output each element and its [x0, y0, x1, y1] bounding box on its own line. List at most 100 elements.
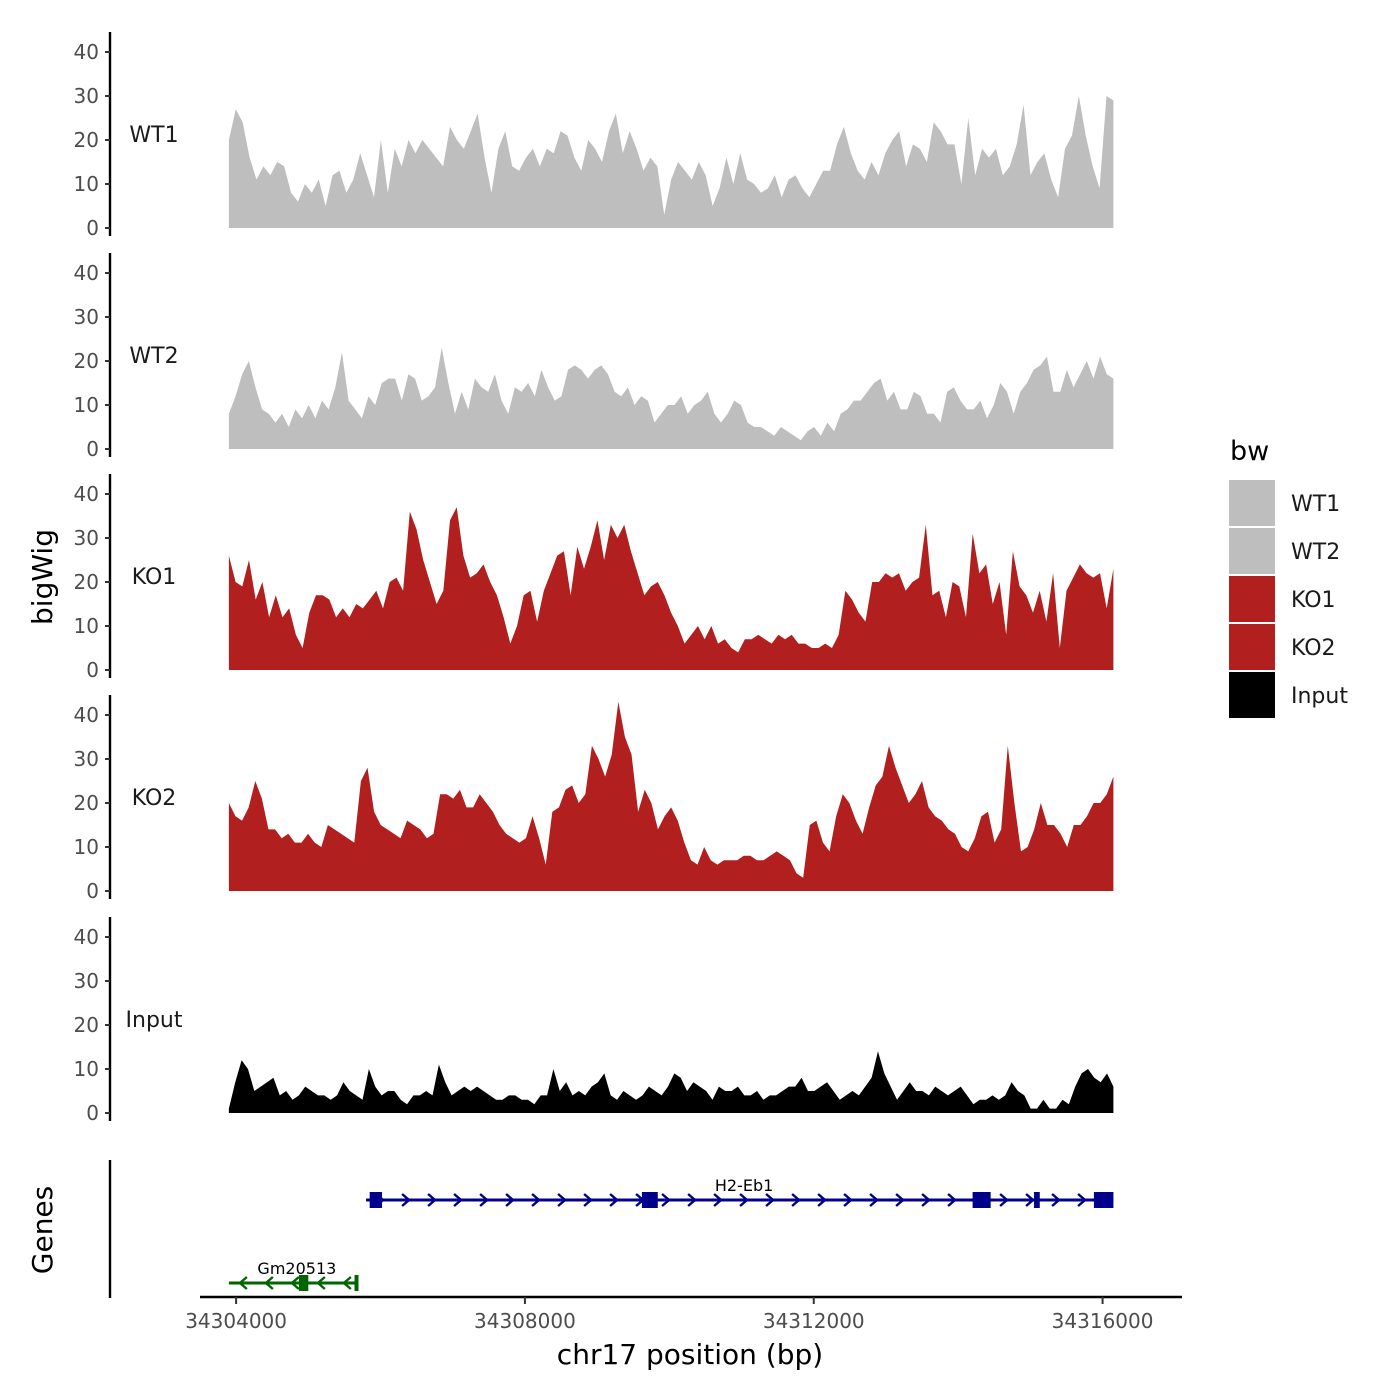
legend-label-wt2: WT2 [1291, 540, 1340, 565]
gene-gm20513: Gm20513 [228, 1259, 359, 1291]
track-ko1: 0 10 20 30 40 KO1 [74, 474, 1114, 682]
track-label-wt1: WT1 [129, 123, 178, 148]
y-tick-label: 0 [86, 1101, 99, 1125]
exon [298, 1275, 309, 1291]
y-tick-label: 30 [74, 84, 99, 108]
y-tick-label: 20 [74, 1013, 99, 1037]
strand-arrow [1051, 1193, 1061, 1207]
track-label-input: Input [126, 1008, 183, 1033]
y-tick-label: 30 [74, 526, 99, 550]
strand-arrow [316, 1276, 326, 1290]
strand-arrow [342, 1276, 352, 1290]
strand-arrow [264, 1276, 274, 1290]
track-wt1: 0 10 20 30 40 WT1 [74, 32, 1114, 240]
exon [972, 1192, 991, 1208]
strand-arrow [583, 1193, 593, 1207]
y-tick-label: 10 [74, 835, 99, 859]
strand-arrow [505, 1193, 515, 1207]
y-tick-label: 0 [86, 216, 99, 240]
legend-label-ko2: KO2 [1291, 636, 1336, 661]
track-ko2: 0 10 20 30 40 KO2 [74, 695, 1114, 903]
y-tick-label: 10 [74, 172, 99, 196]
strand-arrow [479, 1193, 489, 1207]
legend-key-input [1229, 672, 1275, 718]
track-label-wt2: WT2 [129, 344, 178, 369]
exon [369, 1192, 382, 1208]
y-tick-label: 0 [86, 437, 99, 461]
y-tick-label: 0 [86, 879, 99, 903]
legend-key-wt1 [1229, 480, 1275, 526]
y-tick-label: 10 [74, 393, 99, 417]
x-axis: 34304000 34308000 34312000 34316000 [185, 1295, 1182, 1333]
y-tick-label: 10 [74, 1057, 99, 1081]
genes-axis-title: Genes [26, 1186, 59, 1274]
strand-arrow [947, 1193, 957, 1207]
signal-area-ko2 [228, 701, 1114, 891]
exon [641, 1192, 658, 1208]
y-tick-label: 30 [74, 747, 99, 771]
legend-key-ko2 [1229, 624, 1275, 670]
legend-key-ko1 [1229, 576, 1275, 622]
strand-arrow [557, 1193, 567, 1207]
strand-arrow [238, 1276, 248, 1290]
track-label-ko1: KO1 [132, 565, 177, 590]
signal-area-wt2 [228, 347, 1114, 449]
exon [1033, 1192, 1040, 1208]
signal-area-wt1 [228, 96, 1114, 228]
legend-label-ko1: KO1 [1291, 588, 1336, 613]
x-tick-label: 34316000 [1052, 1309, 1154, 1333]
strand-arrow [843, 1193, 853, 1207]
gene-label: H2-Eb1 [715, 1176, 773, 1195]
x-tick-label: 34304000 [185, 1309, 287, 1333]
x-tick-label: 34312000 [763, 1309, 865, 1333]
y-tick-label: 30 [74, 305, 99, 329]
gene-h2-eb1: H2-Eb1 [366, 1176, 1114, 1208]
strand-arrow [687, 1193, 697, 1207]
strand-arrow [427, 1193, 437, 1207]
strand-arrow [661, 1193, 671, 1207]
legend-label-wt1: WT1 [1291, 492, 1340, 517]
y-tick-label: 40 [74, 482, 99, 506]
strand-arrow [999, 1193, 1009, 1207]
strand-arrow [739, 1193, 749, 1207]
y-tick-label: 40 [74, 703, 99, 727]
y-tick-label: 10 [74, 614, 99, 638]
legend-title: bw [1230, 436, 1269, 467]
y-tick-label: 30 [74, 969, 99, 993]
x-axis-title: chr17 position (bp) [557, 1338, 823, 1371]
strand-arrow [921, 1193, 931, 1207]
track-input: 0 10 20 30 40 Input [74, 917, 1114, 1125]
track-wt2: 0 10 20 30 40 WT2 [74, 253, 1114, 461]
bigwig-tracks: 0 10 20 30 40 WT1 0 10 20 30 40 WT2 0 10 20 30 40 KO1 0 10 2… [74, 32, 1114, 1125]
track-label-ko2: KO2 [132, 786, 177, 811]
y-tick-label: 20 [74, 349, 99, 373]
strand-arrow [869, 1193, 879, 1207]
y-tick-label: 40 [74, 40, 99, 64]
y-axis-title: bigWig [26, 529, 59, 625]
y-tick-label: 20 [74, 128, 99, 152]
y-tick-label: 20 [74, 791, 99, 815]
strand-arrow [290, 1276, 300, 1290]
strand-arrow [791, 1193, 801, 1207]
legend-key-wt2 [1229, 528, 1275, 574]
strand-arrow [765, 1193, 775, 1207]
exon [354, 1275, 359, 1291]
strand-arrow [401, 1193, 411, 1207]
strand-arrow [531, 1193, 541, 1207]
exon [1093, 1192, 1114, 1208]
gene-label: Gm20513 [257, 1259, 336, 1278]
legend: bw WT1 WT2 KO1 KO2 Input [1229, 436, 1348, 718]
y-tick-label: 40 [74, 925, 99, 949]
strand-arrow [817, 1193, 827, 1207]
signal-area-ko1 [228, 507, 1114, 670]
y-tick-label: 40 [74, 261, 99, 285]
y-tick-label: 0 [86, 658, 99, 682]
strand-arrow [1025, 1193, 1035, 1207]
gene-track: Gm20513 H2-Eb1 [108, 1160, 1114, 1298]
x-tick-label: 34308000 [474, 1309, 576, 1333]
strand-arrow [453, 1193, 463, 1207]
strand-arrow [1077, 1193, 1087, 1207]
strand-arrow [895, 1193, 905, 1207]
y-tick-label: 20 [74, 570, 99, 594]
